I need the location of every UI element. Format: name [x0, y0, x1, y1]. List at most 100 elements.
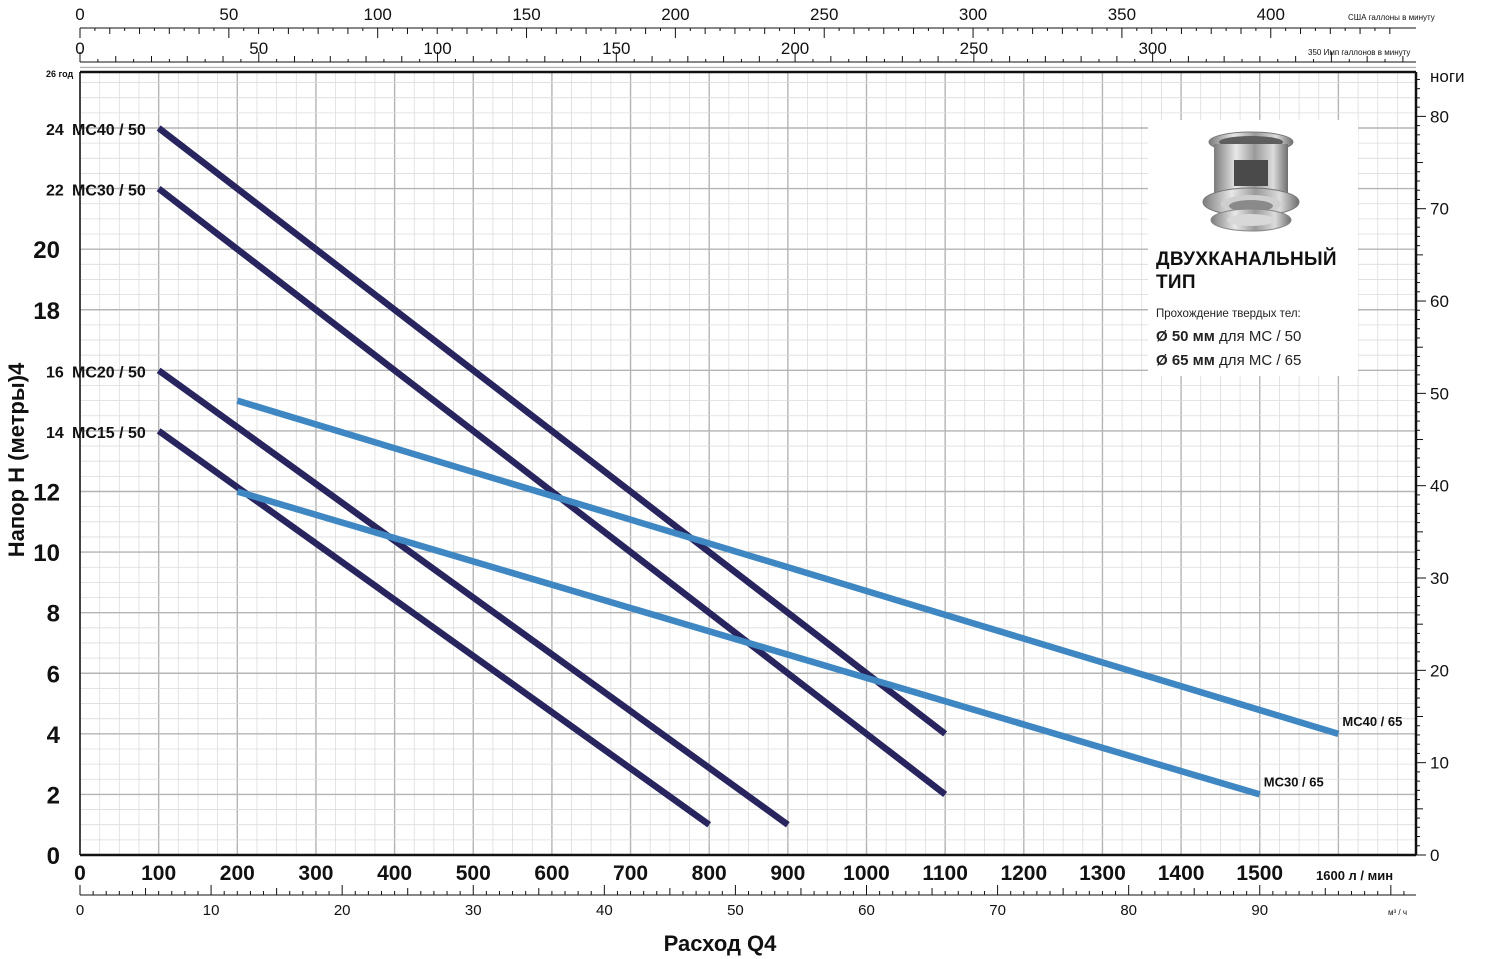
- x-axis-title: Расход Q4: [664, 931, 778, 956]
- info-line-50: Ø 50 мм для МС / 50: [1156, 328, 1301, 345]
- impeller-fitting-icon: [1202, 131, 1300, 232]
- info-title: ДВУХКАНАЛЬНЫЙ ТИП: [1156, 248, 1337, 294]
- x-tick-label: 0: [74, 862, 86, 885]
- feet-tick-label: 60: [1430, 292, 1449, 311]
- usgpm-tick-label: 150: [512, 5, 540, 24]
- y-axis-title: Напор Н (метры)4: [4, 362, 29, 557]
- feet-tick-label: 20: [1430, 661, 1449, 680]
- series-line: [236, 397, 1340, 737]
- info-line-50-bold: Ø 50 мм: [1156, 328, 1215, 345]
- x-tick-label: 100: [141, 862, 176, 885]
- m3h-tick-label: 70: [989, 902, 1006, 919]
- info-line-65-rest: для МС / 65: [1214, 352, 1302, 369]
- y-tick-label: 22: [46, 183, 64, 200]
- series-label: МС15 / 50: [72, 425, 146, 442]
- m3h-tick-label: 60: [858, 902, 875, 919]
- y-tick-label: 24: [46, 122, 64, 139]
- info-line-65: Ø 65 мм для МС / 65: [1156, 352, 1301, 369]
- feet-tick-label: 10: [1430, 754, 1449, 773]
- info-line-50-rest: для МС / 50: [1214, 328, 1302, 345]
- top-usgpm-unit: США галлоны в минуту: [1348, 13, 1435, 22]
- series-label: МС20 / 50: [72, 364, 146, 381]
- impgpm-tick-label: 250: [960, 39, 988, 58]
- impgpm-tick-label: 100: [423, 39, 451, 58]
- m3h-tick-label: 20: [334, 902, 351, 919]
- impgpm-tick-label: 50: [249, 39, 268, 58]
- usgpm-tick-label: 350: [1108, 5, 1136, 24]
- x-tick-label: 1300: [1079, 862, 1126, 885]
- bottom-lmin-unit: 1600 л / мин: [1316, 868, 1393, 883]
- y-tick-label: 2: [47, 782, 60, 809]
- m3h-tick-label: 0: [76, 902, 84, 919]
- series-label: МС30 / 50: [72, 183, 146, 200]
- series-line: [156, 186, 948, 797]
- info-subtitle: Прохождение твердых тел:: [1156, 308, 1301, 320]
- impgpm-tick-label: 300: [1138, 39, 1166, 58]
- usgpm-tick-label: 200: [661, 5, 689, 24]
- usgpm-tick-label: 250: [810, 5, 838, 24]
- x-tick-label: 300: [298, 862, 333, 885]
- series-label: МС40 / 65: [1342, 714, 1402, 729]
- feet-tick-label: 0: [1430, 846, 1439, 865]
- usgpm-tick-label: 300: [959, 5, 987, 24]
- y-top-label: 26 год: [46, 69, 74, 79]
- x-tick-label: 900: [770, 862, 805, 885]
- m3h-tick-label: 80: [1120, 902, 1137, 919]
- y-tick-label: 20: [33, 237, 60, 264]
- series-line: [156, 125, 948, 737]
- impgpm-tick-label: 200: [781, 39, 809, 58]
- m3h-tick-label: 10: [203, 902, 220, 919]
- series-label: МС30 / 65: [1264, 774, 1324, 789]
- info-line-65-bold: Ø 65 мм: [1156, 352, 1215, 369]
- x-tick-label: 400: [377, 862, 412, 885]
- feet-tick-label: 80: [1430, 107, 1449, 126]
- impgpm-tick-label: 150: [602, 39, 630, 58]
- y-tick-label: 4: [47, 722, 61, 749]
- feet-tick-label: 70: [1430, 200, 1449, 219]
- m3h-tick-label: 50: [727, 902, 744, 919]
- right-axis-unit: ноги: [1430, 67, 1465, 86]
- series-label: МС40 / 50: [72, 122, 146, 139]
- x-tick-label: 800: [692, 862, 727, 885]
- x-tick-label: 1200: [1000, 862, 1047, 885]
- y-tick-label: 8: [47, 601, 60, 628]
- top-impgpm-unit: 350 Имп галлонов в минуту: [1308, 48, 1410, 57]
- x-tick-label: 1100: [922, 862, 968, 885]
- x-tick-label: 1000: [843, 862, 890, 885]
- y-tick-label: 12: [33, 480, 60, 507]
- y-tick-label: 0: [47, 843, 60, 870]
- x-tick-label: 1500: [1236, 862, 1283, 885]
- x-tick-label: 1400: [1158, 862, 1205, 885]
- series-labels: МС40 / 50 МС30 / 50 МС20 / 50 МС15 / 50 МС40…: [72, 122, 1402, 789]
- y-tick-label: 14: [46, 425, 64, 442]
- y-tick-label: 10: [33, 540, 60, 567]
- usgpm-tick-label: 0: [75, 5, 84, 24]
- feet-tick-label: 50: [1430, 384, 1449, 403]
- info-box: ДВУХКАНАЛЬНЫЙ ТИП Прохождение твердых те…: [1148, 120, 1358, 376]
- m3h-tick-label: 90: [1251, 902, 1268, 919]
- info-title-line2: ТИП: [1156, 272, 1196, 293]
- usgpm-tick-label: 100: [364, 5, 392, 24]
- y-tick-label: 6: [47, 661, 60, 688]
- info-title-line1: ДВУХКАНАЛЬНЫЙ: [1156, 249, 1337, 270]
- m3h-tick-label: 30: [465, 902, 482, 919]
- x-tick-label: 600: [534, 862, 569, 885]
- series-line: [156, 367, 790, 828]
- impgpm-tick-label: 0: [75, 39, 84, 58]
- usgpm-tick-label: 50: [219, 5, 238, 24]
- tick-labels: 0 100 200 300 400 500 600 700 800 900 1000 1100 1200…: [33, 5, 1449, 919]
- axes: [79, 27, 1418, 896]
- series-lines: [156, 125, 1340, 828]
- m3h-tick-label: 40: [596, 902, 613, 919]
- x-tick-label: 700: [613, 862, 648, 885]
- bottom-m3h-unit: м³ / ч: [1388, 908, 1407, 917]
- feet-tick-label: 40: [1430, 477, 1449, 496]
- feet-tick-label: 30: [1430, 569, 1449, 588]
- x-tick-label: 500: [456, 862, 491, 885]
- series-line: [236, 488, 1261, 798]
- x-tick-label: 200: [220, 862, 255, 885]
- y-tick-label: 16: [46, 364, 64, 381]
- usgpm-tick-label: 400: [1257, 5, 1285, 24]
- y-tick-label: 18: [33, 298, 60, 325]
